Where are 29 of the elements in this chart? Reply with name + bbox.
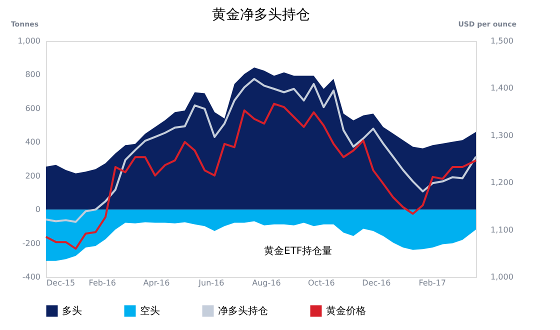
y-tick-label: 0 [35, 205, 40, 214]
x-tick-label: Jun-16 [198, 278, 224, 288]
x-tick-label: Feb-16 [88, 278, 116, 288]
legend-label: 净多头持仓 [218, 305, 268, 317]
y-tick-label: -200 [22, 238, 40, 248]
y2-tick-label: 1,200 [490, 178, 514, 188]
y-tick-label: -400 [22, 272, 40, 282]
legend-label: 黄金价格 [326, 305, 366, 317]
y2-tick-label: 1,500 [490, 36, 514, 46]
x-tick-label: Dec-16 [362, 278, 391, 288]
annotation: 黄金ETF持仓量 [264, 245, 332, 257]
y2-tick-label: 1,000 [490, 272, 514, 282]
y2-tick-label: 1,100 [490, 225, 514, 234]
x-tick-label: Aug-16 [252, 278, 281, 288]
y-tick-label: 400 [25, 138, 40, 147]
x-tick-label: Oct-16 [308, 278, 335, 288]
y2-tick-label: 1,400 [490, 84, 514, 93]
legend-label: 多头 [62, 305, 82, 317]
y-tick-label: 600 [25, 104, 40, 113]
y2-tick-label: 1,300 [490, 130, 514, 140]
y-tick-label: 200 [25, 171, 40, 180]
x-tick-label: Feb-17 [418, 278, 446, 288]
line-series [45, 78, 477, 223]
y-tick-label: 1,000 [18, 36, 40, 46]
x-tick-label: Apr-16 [143, 278, 170, 288]
chart-title: 黄金净多头持仓 [212, 7, 310, 23]
legend-label: 空头 [140, 305, 160, 317]
y-tick-label: 800 [25, 70, 40, 80]
x-tick-label: Dec-15 [46, 278, 76, 288]
